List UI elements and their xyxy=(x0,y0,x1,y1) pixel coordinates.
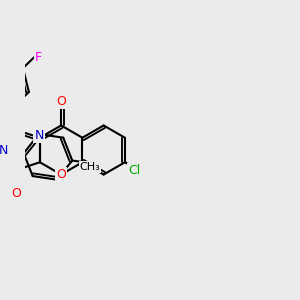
Text: N: N xyxy=(0,143,8,157)
Text: N: N xyxy=(34,129,44,142)
Text: O: O xyxy=(12,187,22,200)
Text: CH₃: CH₃ xyxy=(80,162,100,172)
Text: O: O xyxy=(56,95,66,108)
Text: F: F xyxy=(35,51,42,64)
Text: Cl: Cl xyxy=(128,164,140,177)
Text: O: O xyxy=(56,168,66,181)
